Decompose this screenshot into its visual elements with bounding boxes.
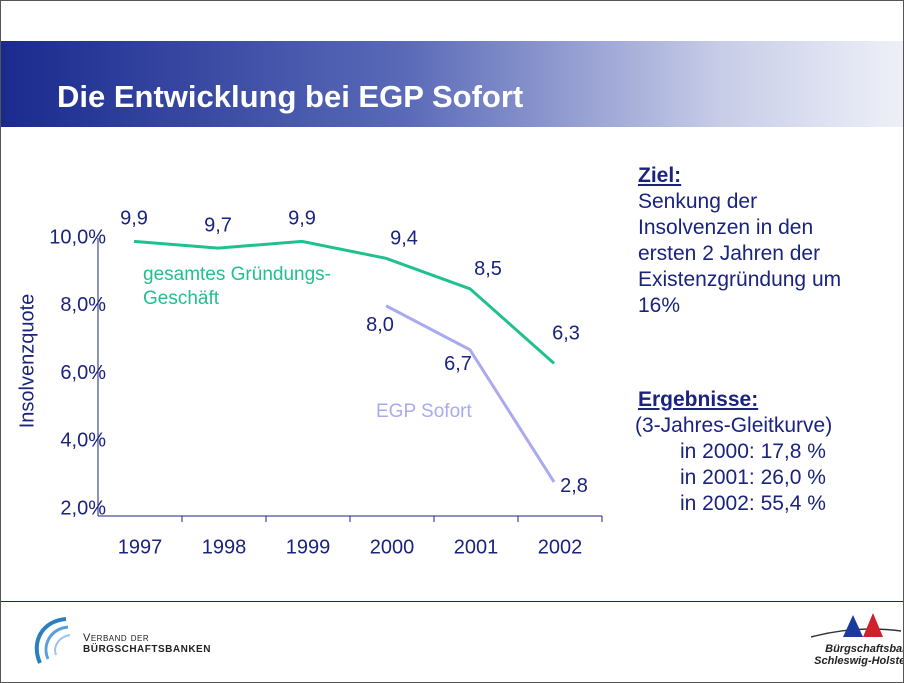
data-label: 6,3	[552, 323, 580, 345]
series-line	[385, 304, 556, 483]
x-tick-label: 1997	[118, 536, 163, 558]
chart: Insolvenzquote 2,0% 4,0% 6,0% 8,0% 10,0% 1997…	[16, 208, 603, 558]
result: in 2002: 55,4 %	[680, 492, 826, 515]
y-tick-label: 4,0%	[60, 430, 106, 452]
data-label: 9,9	[120, 208, 148, 230]
y-axis-label: Insolvenzquote	[16, 294, 38, 429]
data-label: 9,7	[204, 214, 232, 236]
footer-rule	[1, 601, 903, 602]
x-tick-label: 2002	[538, 536, 583, 558]
x-tick-label: 2000	[370, 536, 415, 558]
data-label: 9,4	[390, 228, 418, 250]
data-label: 8,5	[474, 258, 502, 280]
goal-line: ersten 2 Jahren der	[638, 242, 821, 265]
logo-line: Bürgschaftsbank	[825, 643, 903, 655]
left-logo-text: Verband der Bürgschaftsbanken	[83, 632, 211, 655]
goal-line: Existenzgründung um	[638, 268, 842, 291]
logo-line: Schleswig-Holstein	[814, 655, 903, 667]
series-label: EGP Sofort	[376, 401, 472, 422]
data-label: 2,8	[560, 475, 588, 497]
y-tick-label: 6,0%	[60, 362, 106, 384]
y-tick-label: 10,0%	[49, 226, 106, 248]
title-banner	[1, 41, 903, 127]
goal: Ziel: Senkung der Insolvenzen in den ers…	[638, 163, 841, 319]
data-label: 8,0	[366, 314, 394, 336]
goal-line: 16%	[638, 294, 681, 317]
results-note: (3-Jahres-Gleitkurve)	[635, 414, 833, 437]
left-logo-icon	[34, 617, 71, 664]
goal-heading: Ziel:	[638, 164, 682, 187]
x-tick-label: 1999	[286, 536, 331, 558]
results-heading: Ergebnisse:	[638, 388, 759, 411]
goal-line: Insolvenzen in den	[638, 216, 814, 239]
data-label: 6,7	[444, 353, 472, 375]
result: in 2000: 17,8 %	[680, 440, 826, 463]
results: Ergebnisse: (3-Jahres-Gleitkurve) in 200…	[635, 387, 832, 517]
data-label: 9,9	[288, 208, 316, 230]
right-logo-icon	[811, 613, 901, 638]
right-logo-text: Bürgschaftsbank Schleswig-Holstein	[805, 643, 903, 667]
y-tick-label: 2,0%	[60, 497, 106, 519]
series-line	[133, 239, 555, 365]
x-tick-label: 2001	[454, 536, 499, 558]
logo-line: Bürgschaftsbanken	[83, 644, 211, 655]
goal-line: Senkung der	[638, 190, 758, 213]
y-tick-label: 8,0%	[60, 294, 106, 316]
slide-title: Die Entwicklung bei EGP Sofort	[57, 79, 524, 114]
x-tick-label: 1998	[202, 536, 247, 558]
result: in 2001: 26,0 %	[680, 466, 826, 489]
series-label: gesamtes Gründungs-Geschäft	[143, 264, 331, 309]
logo-line: Verband der	[83, 632, 150, 644]
